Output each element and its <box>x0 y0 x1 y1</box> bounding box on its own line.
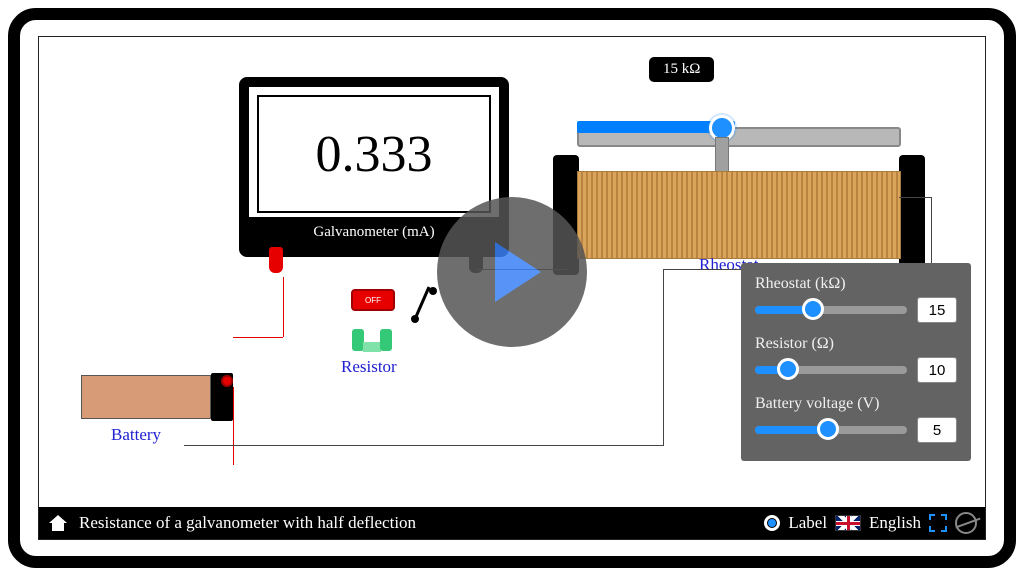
control-row-rheostat: Rheostat (kΩ) 15 <box>755 275 957 323</box>
rheostat-coil <box>577 171 901 259</box>
slider-battery[interactable] <box>755 426 907 434</box>
control-label: Resistor (Ω) <box>755 335 957 353</box>
fullscreen-icon[interactable] <box>929 514 947 532</box>
knife-switch[interactable] <box>409 285 439 325</box>
wire <box>184 445 664 446</box>
resistor <box>351 329 401 351</box>
wire <box>233 337 283 338</box>
galvanometer-reading: 0.333 <box>316 125 433 184</box>
bottom-bar: Resistance of a galvanometer with half d… <box>39 507 985 539</box>
wire <box>233 387 234 465</box>
tablet-frame: 0.333 Galvanometer (mA) OFF <box>8 8 1016 568</box>
wire <box>663 269 664 445</box>
page-title: Resistance of a galvanometer with half d… <box>79 513 754 533</box>
control-label: Rheostat (kΩ) <box>755 275 957 293</box>
control-row-resistor: Resistor (Ω) 10 <box>755 335 957 383</box>
label-toggle[interactable] <box>764 515 780 531</box>
slider-resistor[interactable] <box>755 366 907 374</box>
value-battery[interactable]: 5 <box>917 417 957 443</box>
circuit-canvas: 0.333 Galvanometer (mA) OFF <box>39 37 985 507</box>
slider-rheostat[interactable] <box>755 306 907 314</box>
language-label[interactable]: English <box>869 513 921 533</box>
galvanometer-screen: 0.333 <box>257 95 491 213</box>
play-button[interactable] <box>437 197 587 347</box>
control-row-battery: Battery voltage (V) 5 <box>755 395 957 443</box>
off-label: OFF <box>365 296 381 305</box>
rheostat <box>549 127 929 267</box>
rheostat-value-tag: 15 kΩ <box>649 57 714 82</box>
control-label: Battery voltage (V) <box>755 395 957 413</box>
play-icon <box>495 242 541 302</box>
controls-panel: Rheostat (kΩ) 15 Resistor (Ω) <box>741 263 971 461</box>
label-toggle-text: Label <box>788 513 827 533</box>
wire <box>899 197 931 198</box>
battery-label: Battery <box>111 425 161 445</box>
rheostat-endcap-right <box>899 155 925 275</box>
wire <box>931 197 932 269</box>
switch-off-toggle[interactable]: OFF <box>351 289 395 311</box>
battery <box>81 375 211 419</box>
flag-uk-icon <box>835 515 861 531</box>
value-resistor[interactable]: 10 <box>917 357 957 383</box>
battery-terminal-positive <box>221 375 233 387</box>
wire <box>283 277 284 337</box>
galvanometer-terminal-positive <box>269 247 283 273</box>
reset-icon[interactable] <box>955 512 977 534</box>
value-rheostat[interactable]: 15 <box>917 297 957 323</box>
resistor-label: Resistor <box>341 357 397 377</box>
simulation-viewport: 0.333 Galvanometer (mA) OFF <box>38 36 986 540</box>
home-icon[interactable] <box>47 513 69 533</box>
